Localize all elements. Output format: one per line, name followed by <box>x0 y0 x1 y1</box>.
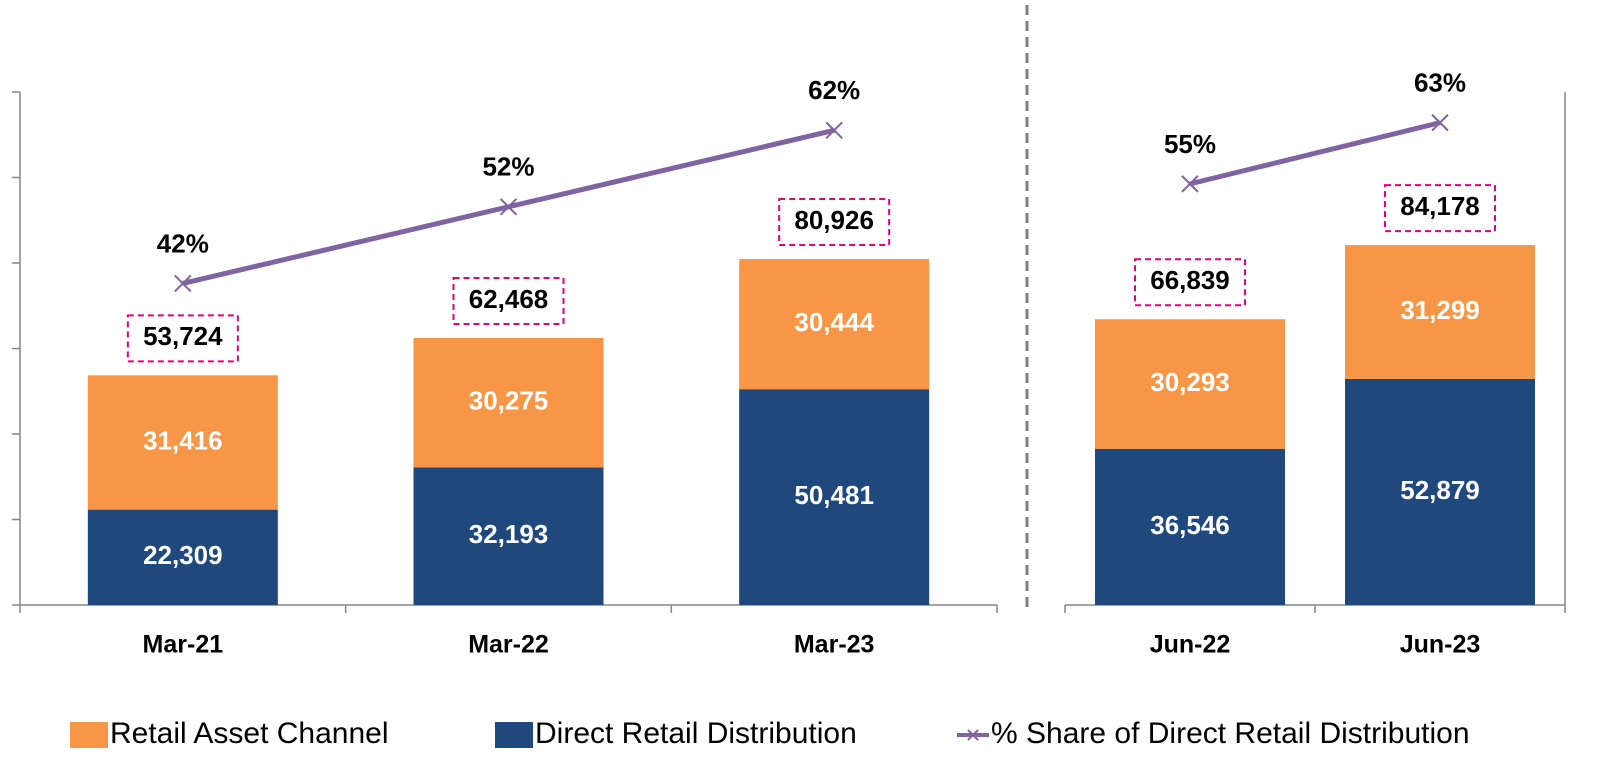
line-marker <box>174 274 192 293</box>
x-tick-label: Mar-21 <box>143 631 224 659</box>
line-marker <box>1431 113 1449 132</box>
data-label: 22,309 <box>143 540 223 570</box>
x-tick-label: Mar-22 <box>468 631 549 659</box>
data-label: 50,481 <box>794 480 874 510</box>
line-label: 62% <box>808 75 860 105</box>
legend-swatch <box>495 722 533 748</box>
bar-segment <box>87 509 278 605</box>
bar-segment <box>739 389 930 605</box>
line-marker <box>1181 175 1199 193</box>
total-label: 80,926 <box>794 205 874 235</box>
bar-segment <box>739 259 930 390</box>
bar-segment <box>1095 319 1285 449</box>
line-marker <box>499 198 518 216</box>
data-label: 30,293 <box>1150 367 1230 397</box>
total-label: 66,839 <box>1150 265 1230 295</box>
bar-segment <box>413 467 604 605</box>
line-label: 52% <box>482 152 534 182</box>
total-label: 62,468 <box>469 284 549 314</box>
data-label: 30,444 <box>794 307 874 337</box>
data-label: 31,416 <box>143 425 223 455</box>
total-label: 84,178 <box>1400 191 1480 221</box>
legend-label: % Share of Direct Retail Distribution <box>991 717 1470 750</box>
x-tick-label: Mar-23 <box>794 631 875 659</box>
legend-swatch <box>967 729 979 741</box>
data-label: 32,193 <box>469 519 549 549</box>
bar-segment <box>413 337 604 468</box>
legend-label: Retail Asset Channel <box>110 717 389 750</box>
bar-segment <box>1345 378 1535 605</box>
legend-swatch <box>70 722 108 748</box>
bar-segment <box>1095 448 1285 605</box>
bar-segment <box>87 375 278 510</box>
line-label: 55% <box>1164 129 1216 159</box>
x-tick-label: Jun-23 <box>1400 631 1481 659</box>
line-series <box>1189 120 1441 187</box>
total-box <box>1134 258 1246 307</box>
total-box <box>452 276 565 325</box>
total-box <box>778 198 891 247</box>
line-marker <box>825 121 843 139</box>
data-label: 31,299 <box>1400 295 1480 325</box>
line-label: 42% <box>157 228 209 258</box>
total-label: 53,724 <box>143 321 223 351</box>
total-box <box>126 314 239 363</box>
x-tick-label: Jun-22 <box>1150 631 1231 659</box>
data-label: 30,275 <box>469 386 549 416</box>
total-box <box>1384 184 1496 233</box>
bar-segment <box>1345 245 1535 379</box>
legend-label: Direct Retail Distribution <box>535 717 857 750</box>
data-label: 52,879 <box>1400 475 1480 505</box>
data-label: 36,546 <box>1150 510 1230 540</box>
line-label: 63% <box>1414 68 1466 98</box>
